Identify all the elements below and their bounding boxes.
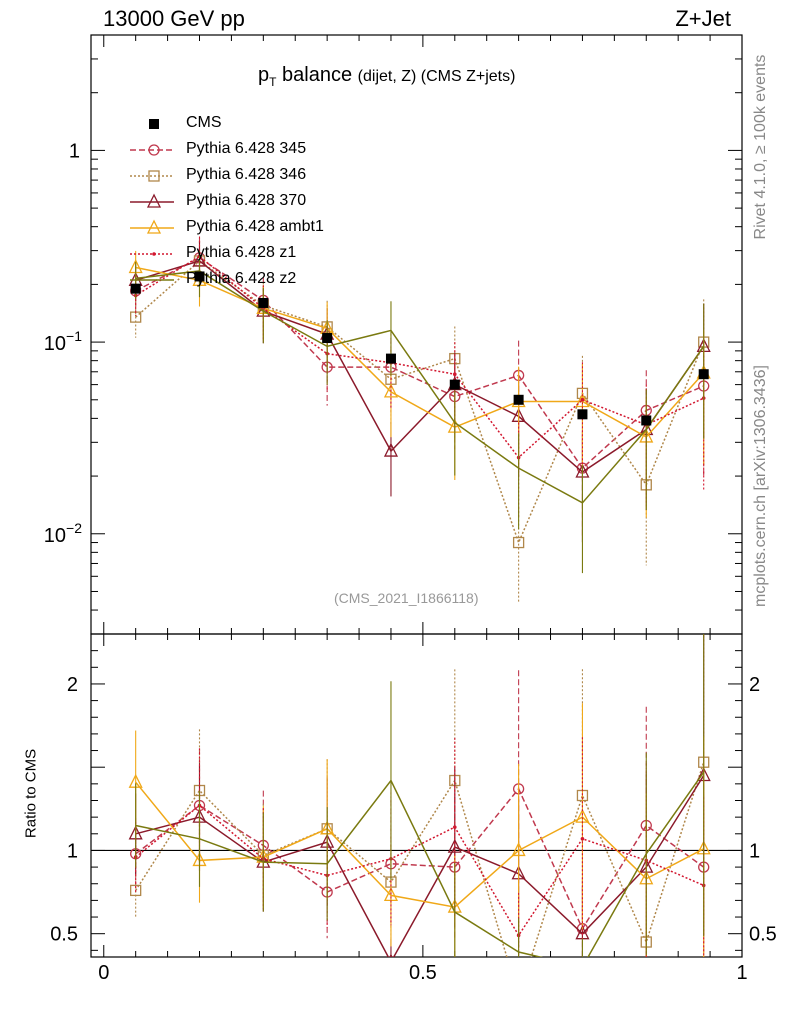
cms-data-point — [385, 353, 396, 364]
legend-entry: Pythia 6.428 z2 — [120, 269, 420, 295]
cms-data-point — [641, 415, 652, 426]
cms-data-point — [513, 394, 524, 405]
series-data-cms — [130, 271, 709, 426]
series-main-346 — [130, 241, 710, 604]
series-main-z2 — [135, 251, 705, 574]
header-process-label: Z+Jet — [675, 6, 731, 31]
legend-label: Pythia 6.428 346 — [186, 166, 307, 183]
cms-data-point — [449, 379, 460, 390]
series-line — [135, 266, 705, 438]
ratio-point — [580, 836, 585, 841]
ratio-y-axis-label: Ratio to CMS — [22, 748, 40, 839]
cms-data-point — [698, 369, 709, 380]
analysis-label: (CMS_2021_I1866118) — [334, 590, 479, 606]
series-line — [135, 255, 705, 459]
legend-label: CMS — [186, 114, 222, 131]
ratio-y-tick-label: 1 — [67, 840, 78, 862]
legend-entry: Pythia 6.428 370 — [120, 191, 420, 217]
legend-marker — [148, 144, 160, 156]
x-tick-label: 0.5 — [409, 962, 437, 984]
series-ratio-line — [135, 787, 705, 931]
cms-data-point — [577, 409, 588, 420]
y-tick-label: 10−2 — [44, 520, 82, 547]
y-tick-label: 10−1 — [44, 328, 82, 355]
legend: CMS Pythia 6.428 345 Pythia 6.428 346 Pythi… — [120, 113, 420, 295]
cms-data-point — [322, 333, 333, 344]
series-ratio-line — [135, 775, 705, 957]
series-ratio-line — [135, 781, 705, 908]
legend-label: Pythia 6.428 345 — [186, 140, 307, 157]
legend-entry: Pythia 6.428 346 — [120, 165, 420, 191]
legend-marker — [149, 119, 159, 129]
legend-symbol — [130, 170, 174, 182]
legend-entry: Pythia 6.428 ambt1 — [120, 217, 420, 243]
ratio-y-tick-label: 2 — [67, 674, 78, 696]
legend-marker — [152, 252, 156, 256]
ratio-y-tick-label-right: 2 — [749, 674, 760, 696]
legend-label: Pythia 6.428 ambt1 — [186, 218, 324, 235]
series-ratio-line — [135, 771, 705, 957]
legend-label: Pythia 6.428 370 — [186, 192, 307, 209]
legend-entry: Pythia 6.428 345 — [120, 139, 420, 165]
ratio-point — [514, 992, 524, 1002]
legend-symbol — [130, 279, 174, 281]
ratio-point — [447, 838, 462, 853]
series-ratio-line — [135, 804, 705, 937]
ratio-y-tick-label: 0.5 — [50, 924, 78, 946]
ratio-plot-frame — [90, 633, 743, 958]
series-ratio-370 — [128, 634, 711, 957]
series-ratio-346 — [130, 634, 710, 1002]
ratio-y-tick-label-right: 1 — [749, 840, 760, 862]
series-line — [135, 260, 705, 545]
data-point — [383, 442, 399, 457]
ratio-point — [511, 841, 526, 857]
cms-data-point — [194, 271, 205, 282]
legend-label: Pythia 6.428 z1 — [186, 244, 297, 261]
legend-entry: Pythia 6.428 z1 — [120, 243, 420, 269]
data-point — [452, 372, 457, 376]
x-tick-label: 0 — [98, 962, 109, 984]
mcplots-label: mcplots.cern.ch [arXiv:1306.3436] — [752, 365, 769, 607]
series-ratio-line — [135, 761, 705, 957]
series-line — [135, 270, 705, 504]
title-main: p — [258, 64, 270, 86]
legend-symbol — [130, 252, 174, 256]
legend-symbol — [130, 219, 174, 234]
series-ratio-z1 — [133, 737, 706, 957]
title-detail: (dijet, Z) (CMS Z+jets) — [357, 68, 516, 85]
title-rest: balance — [276, 64, 353, 86]
title-subscript: T — [269, 75, 277, 89]
legend-marker — [146, 219, 162, 234]
cms-data-point — [258, 297, 269, 308]
series-ratio-z2 — [135, 634, 705, 957]
legend-symbol — [130, 193, 174, 208]
ratio-point — [130, 884, 142, 897]
data-point — [580, 397, 585, 402]
series-line — [135, 260, 705, 473]
data-point — [512, 536, 525, 549]
series-ratio-ambt1 — [128, 703, 711, 957]
header-energy-label: 13000 GeV pp — [103, 6, 245, 31]
x-tick-label: 1 — [736, 962, 747, 984]
legend-marker — [148, 170, 160, 182]
series-ratio-345 — [130, 670, 710, 957]
cms-data-point — [130, 283, 141, 294]
legend-marker — [146, 193, 162, 208]
y-tick-label: 1 — [69, 140, 80, 162]
plot-title: pT balance (dijet, Z) (CMS Z+jets) — [258, 64, 516, 89]
legend-symbol — [149, 119, 159, 129]
ratio-point — [452, 825, 457, 829]
ratio-y-tick-label-right: 0.5 — [749, 924, 777, 946]
legend-label: Pythia 6.428 z2 — [186, 270, 297, 287]
data-point — [383, 383, 399, 398]
legend-symbol — [130, 144, 174, 156]
legend-entry: CMS — [120, 113, 420, 139]
